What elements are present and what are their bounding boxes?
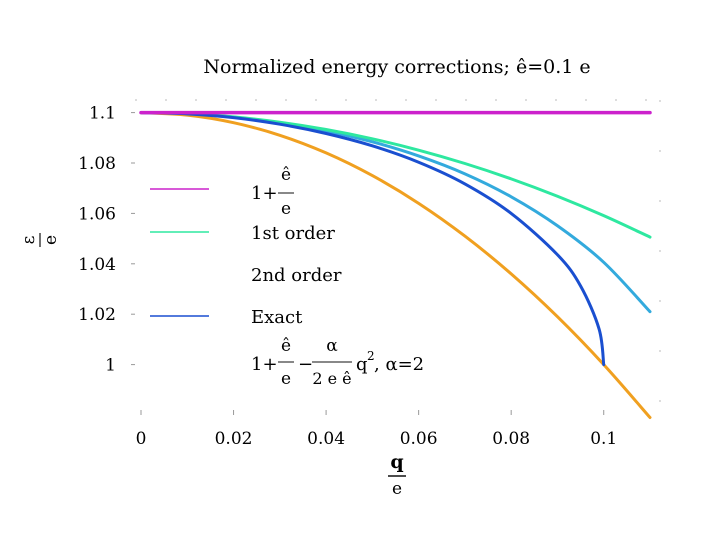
y-axis-label: ε e	[19, 233, 61, 247]
series-second-order-line	[139, 111, 652, 314]
x-axis-label-numerator: q	[390, 451, 403, 473]
legend-label-quadratic-q: q	[356, 354, 368, 375]
y-tick-label: 1.1	[89, 104, 116, 124]
x-tick-label: 0.04	[307, 429, 345, 449]
y-axis-label-denominator: e	[41, 235, 61, 245]
legend-label-prefactor-prefix: 1+	[251, 183, 278, 204]
y-tick-label: 1.06	[78, 204, 116, 224]
x-axis-label-denominator: e	[392, 479, 402, 499]
y-tick-label: 1.02	[78, 305, 116, 325]
series-exact-line	[139, 111, 606, 367]
legend-label-quadratic-den2: 2 e ê	[312, 369, 351, 388]
legend-label-quadratic-minus: −	[298, 354, 313, 375]
legend-label-quadratic-num2: α	[326, 336, 338, 356]
legend-label-prefactor-den: e	[281, 199, 291, 219]
legend-label-second-order: 2nd order	[251, 265, 342, 286]
legend-label-quadratic-suffix: , α=2	[374, 354, 424, 375]
series-quadratic-line	[139, 111, 652, 420]
x-tick-label: 0	[136, 429, 147, 449]
legend: 1+ ê e 1st order 2nd order Exact 1+ ê e …	[150, 165, 424, 389]
x-axis-ticks: 0 0.02 0.04 0.06 0.08 0.1	[136, 410, 617, 449]
legend-label-quadratic-num1: ê	[281, 336, 291, 356]
y-tick-label: 1	[105, 356, 116, 376]
legend-label-first-order: 1st order	[251, 223, 335, 244]
x-tick-label: 0.02	[215, 429, 253, 449]
legend-label-quadratic-prefix: 1+	[251, 354, 278, 375]
x-tick-label: 0.08	[492, 429, 530, 449]
series-layer	[139, 110, 652, 420]
legend-label-prefactor-num: ê	[281, 165, 291, 185]
y-axis-ticks: 1 1.02 1.04 1.06 1.08 1.1	[78, 104, 135, 376]
y-tick-label: 1.04	[78, 255, 116, 275]
x-tick-label: 0.06	[400, 429, 438, 449]
x-axis-label: q e	[388, 451, 406, 499]
series-first-order-line	[139, 111, 652, 239]
y-axis-label-numerator: ε	[19, 235, 39, 244]
legend-label-quadratic-exp: 2	[367, 349, 375, 363]
y-tick-label: 1.08	[78, 154, 116, 174]
chart-title: Normalized energy corrections; ê=0.1 e	[203, 56, 590, 78]
legend-label-exact: Exact	[251, 307, 303, 328]
legend-label-quadratic-den1: e	[281, 369, 291, 389]
x-tick-label: 0.1	[590, 429, 617, 449]
